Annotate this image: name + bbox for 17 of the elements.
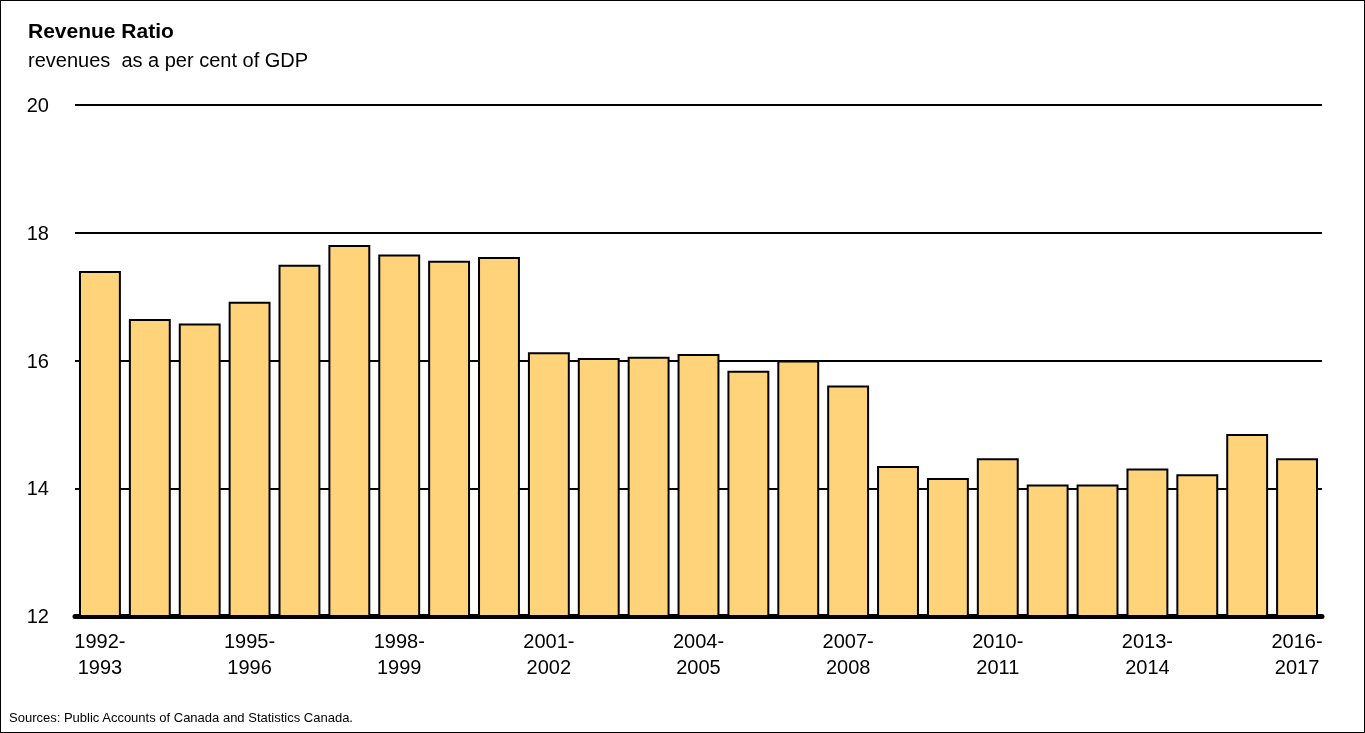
x-tick-label: 2013-2014 [1121,630,1173,678]
y-tick-label: 18 [26,221,49,244]
chart-title: Revenue Ratio [28,19,174,42]
x-tick-label: 2004-2005 [672,630,725,678]
x-tick-label: 2010-2011 [972,630,1024,678]
x-tick-label: 1998-1999 [373,630,425,678]
y-tick-label: 14 [26,477,49,500]
x-tick-label: 2001-2002 [523,630,575,678]
y-tick-label: 20 [26,94,49,116]
y-tick-label: 16 [26,349,49,372]
chart-subtitle: revenues as a per cent of GDP [28,49,309,71]
source-note: Sources: Public Accounts of Canada and Statistics Canada. [9,710,353,725]
y-tick-label: 12 [26,605,49,627]
x-tick-label: 2007-2008 [822,630,874,678]
x-tick-label: 2016-2017 [1271,630,1323,678]
x-tick-label: 1995-1996 [224,630,276,678]
x-tick-label: 1992-1993 [74,630,126,678]
